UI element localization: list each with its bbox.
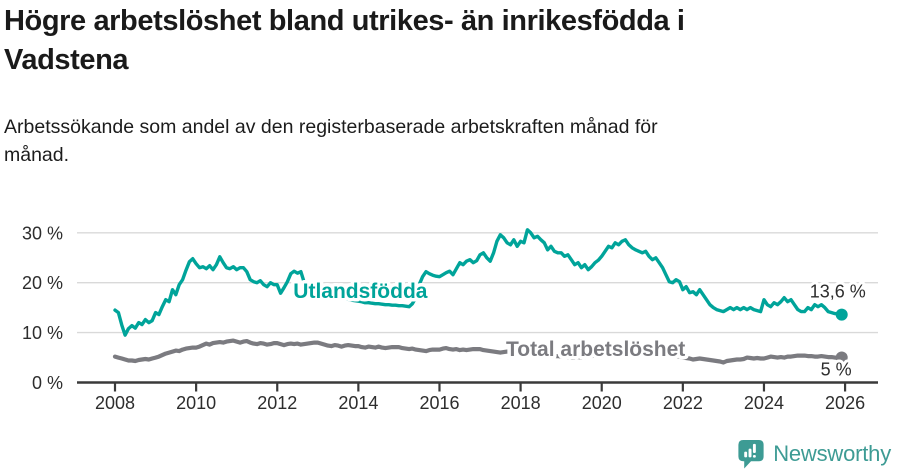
chart-title: Högre arbetslöshet bland utrikes- än inr… xyxy=(4,2,864,80)
series-label: Utlandsfödda xyxy=(293,280,427,303)
logo-exclamation-dot xyxy=(753,454,757,458)
x-tick-label: 2022 xyxy=(663,393,703,413)
chart-subtitle-line1: Arbetssökande som andel av den registerb… xyxy=(4,116,658,138)
x-tick-label: 2020 xyxy=(582,393,622,413)
series-end-dot xyxy=(835,351,848,364)
series-end-dot xyxy=(835,308,848,321)
logo-bar-short xyxy=(744,451,748,458)
newsworthy-brand-text: Newsworthy xyxy=(773,441,891,466)
chart-subtitle: Arbetssökande som andel av den registerb… xyxy=(4,113,834,169)
x-tick-label: 2012 xyxy=(257,393,297,413)
end-value-annotation: 5 % xyxy=(821,360,852,380)
end-value-annotation: 13,6 % xyxy=(810,282,866,302)
series-line-utlandsfodda xyxy=(113,228,844,337)
x-tick-label: 2024 xyxy=(744,393,784,413)
chart-subtitle-line2: månad. xyxy=(4,144,70,166)
y-tick-label: 0 % xyxy=(32,373,63,393)
newsworthy-speech-bubble-barchart-icon xyxy=(738,439,764,469)
series-line-total xyxy=(112,338,844,365)
y-tick-label: 10 % xyxy=(22,323,63,343)
chart-title-line2: Vadstena xyxy=(4,44,129,76)
logo-bar-tall xyxy=(748,448,752,458)
newsworthy-logo[interactable]: Newsworthy xyxy=(736,438,891,470)
y-tick-label: 20 % xyxy=(22,273,63,293)
series-label: Total arbetslöshet xyxy=(506,338,685,361)
x-tick-label: 2014 xyxy=(338,393,378,413)
x-tick-label: 2008 xyxy=(95,393,135,413)
chart-title-line1: Högre arbetslöshet bland utrikes- än inr… xyxy=(4,5,685,37)
logo-exclamation-bar xyxy=(753,443,757,454)
x-tick-label: 2026 xyxy=(825,393,865,413)
x-tick-label: 2018 xyxy=(501,393,541,413)
x-tick-label: 2016 xyxy=(419,393,459,413)
y-tick-label: 30 % xyxy=(22,223,63,243)
x-tick-label: 2010 xyxy=(176,393,216,413)
